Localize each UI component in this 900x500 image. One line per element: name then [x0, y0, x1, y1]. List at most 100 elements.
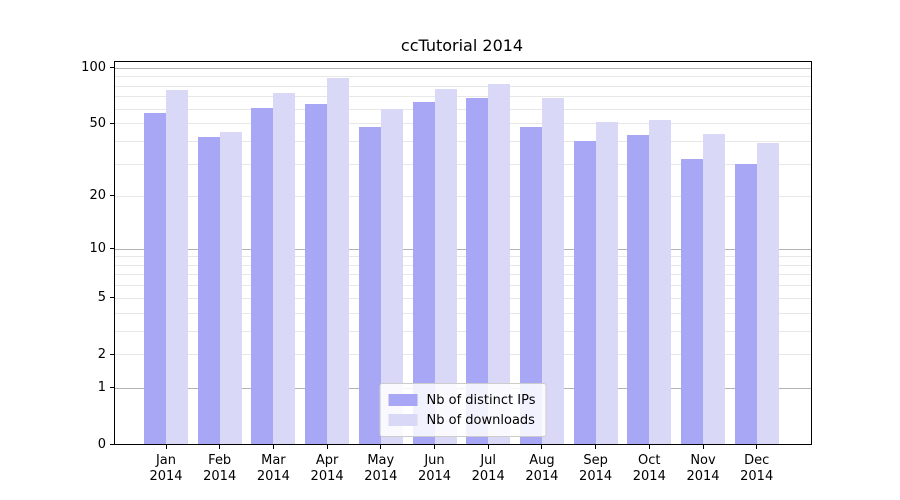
minor-gridline-50	[115, 123, 811, 125]
x-tick-year-may: 2014	[364, 469, 398, 484]
x-tick-label-oct: Oct 2014	[619, 453, 679, 485]
bar-ips-mar	[251, 107, 274, 444]
x-tick-mark-oct	[648, 445, 650, 449]
minor-gridline-20	[115, 195, 811, 197]
x-tick-year-jun: 2014	[417, 469, 452, 484]
legend-item-downloads: Nb of downloads	[388, 410, 536, 430]
bar-ips-jan	[144, 112, 166, 444]
minor-gridline-7	[115, 274, 811, 276]
bar-downloads-jun	[434, 88, 457, 444]
y-tick-label-5: 5	[97, 290, 106, 306]
y-tick-label-50: 50	[89, 115, 106, 131]
minor-gridline-80	[115, 85, 811, 87]
bar-ips-aug	[519, 126, 542, 444]
x-tick-label-feb: Feb 2014	[190, 453, 250, 485]
x-tick-mark-jul	[487, 445, 489, 449]
y-tick-mark-2	[110, 353, 114, 355]
legend-label-downloads: Nb of downloads	[426, 412, 535, 428]
y-tick-label-0: 0	[97, 436, 106, 452]
x-tick-year-sep: 2014	[579, 469, 613, 484]
y-tick-mark-5	[110, 297, 114, 299]
bar-downloads-oct	[649, 120, 672, 444]
bar-ips-oct	[627, 135, 650, 444]
x-tick-label-mar: Mar 2014	[243, 453, 303, 485]
y-tick-mark-1	[110, 387, 114, 388]
bar-downloads-mar	[273, 93, 296, 444]
bar-ips-nov	[681, 158, 703, 444]
bar-ips-jun	[412, 102, 435, 444]
minor-gridline-4	[115, 312, 811, 314]
x-tick-year-oct: 2014	[632, 469, 666, 484]
x-tick-year-jan: 2014	[149, 469, 183, 484]
x-tick-mark-nov	[702, 445, 704, 449]
minor-gridline-9	[115, 256, 811, 258]
x-tick-mark-may	[380, 445, 382, 449]
minor-gridline-90	[115, 76, 811, 78]
x-tick-mark-aug	[541, 445, 543, 449]
y-tick-label-2: 2	[97, 346, 106, 362]
bar-downloads-sep	[595, 121, 618, 444]
bar-ips-apr	[305, 103, 328, 444]
minor-gridline-3	[115, 331, 811, 332]
x-tick-mark-jun	[434, 445, 435, 449]
bar-downloads-feb	[219, 131, 242, 444]
bar-downloads-jul	[488, 83, 511, 444]
minor-gridline-40	[115, 141, 811, 143]
x-tick-mark-feb	[219, 445, 221, 449]
y-tick-mark-50	[110, 122, 114, 124]
minor-gridline-6	[115, 285, 811, 287]
x-tick-mark-dec	[756, 445, 758, 449]
y-tick-mark-10	[110, 248, 114, 249]
bar-downloads-apr	[327, 78, 350, 444]
legend-label-distinct-ips: Nb of distinct IPs	[426, 392, 536, 408]
x-tick-label-nov: Nov 2014	[673, 453, 733, 485]
minor-gridline-8	[115, 264, 811, 266]
x-tick-label-jan: Jan 2014	[136, 453, 196, 485]
bar-downloads-nov	[703, 133, 725, 444]
bar-ips-may	[358, 126, 381, 444]
x-tick-label-jul: Jul 2014	[458, 453, 518, 485]
bar-downloads-aug	[541, 97, 564, 444]
y-tick-mark-100	[110, 67, 114, 69]
y-tick-label-1: 1	[97, 380, 106, 395]
bar-ips-jul	[466, 97, 489, 444]
minor-gridline-70	[115, 96, 811, 98]
x-tick-mark-jan	[165, 445, 167, 449]
minor-gridline-30	[115, 164, 811, 165]
bar-downloads-may	[380, 108, 403, 444]
y-tick-mark-20	[110, 195, 114, 197]
major-gridline-100	[115, 67, 811, 69]
x-tick-label-aug: Aug 2014	[512, 453, 572, 485]
x-tick-label-may: May 2014	[351, 453, 411, 485]
minor-gridline-2	[115, 354, 811, 356]
x-tick-year-feb: 2014	[203, 469, 237, 484]
x-tick-label-sep: Sep 2014	[566, 453, 626, 485]
x-tick-mark-sep	[595, 445, 597, 449]
y-tick-label-100: 100	[81, 60, 106, 76]
bar-downloads-dec	[756, 143, 779, 444]
minor-gridline-60	[115, 108, 811, 110]
legend-swatch-distinct-ips	[388, 394, 418, 406]
plot-area: Nb of distinct IPs Nb of downloads	[114, 61, 812, 445]
legend-item-distinct-ips: Nb of distinct IPs	[388, 390, 536, 410]
x-tick-mark-apr	[326, 445, 328, 449]
x-tick-mark-mar	[272, 445, 274, 449]
x-tick-label-dec: Dec 2014	[727, 453, 787, 485]
x-tick-label-apr: Apr 2014	[297, 453, 357, 485]
y-tick-label-20: 20	[89, 188, 106, 204]
x-tick-year-jul: 2014	[471, 469, 505, 484]
legend: Nb of distinct IPs Nb of downloads	[379, 383, 547, 437]
bar-downloads-jan	[166, 89, 188, 444]
x-tick-year-mar: 2014	[256, 469, 290, 484]
x-tick-label-jun: Jun 2014	[405, 453, 465, 485]
legend-swatch-downloads	[388, 414, 418, 426]
bar-ips-sep	[573, 141, 596, 444]
bar-ips-dec	[734, 164, 757, 444]
x-tick-year-dec: 2014	[740, 469, 774, 484]
y-tick-mark-0	[110, 443, 114, 445]
x-tick-year-nov: 2014	[686, 469, 720, 484]
major-gridline-10	[115, 248, 811, 250]
y-tick-label-10: 10	[89, 241, 106, 256]
bar-ips-feb	[197, 137, 220, 444]
